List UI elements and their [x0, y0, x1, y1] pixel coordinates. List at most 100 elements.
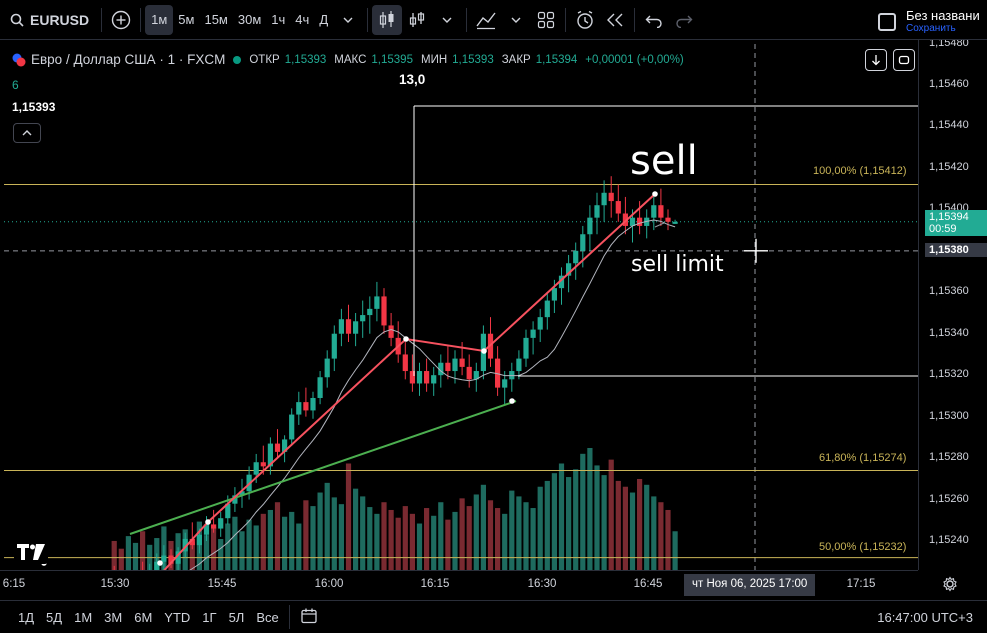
replay-button[interactable] [600, 5, 630, 35]
layout-save-link[interactable]: Сохранить [906, 23, 956, 34]
separator [634, 7, 636, 32]
alert-button[interactable] [570, 5, 600, 35]
candle-body [274, 443, 281, 452]
range-all[interactable]: Все [256, 609, 279, 625]
volume-bar [523, 502, 529, 570]
volume-bar [466, 506, 472, 570]
range-1d[interactable]: 1Д [18, 609, 35, 625]
candle-body [558, 275, 565, 289]
legend-open-value: 1,15393 [284, 53, 327, 66]
time-tick-label: 16:00 [314, 578, 344, 590]
fullscreen-button[interactable] [893, 49, 915, 71]
volume-bar [537, 486, 543, 570]
interval-1m[interactable]: 1м [145, 4, 174, 35]
undo-button[interactable] [639, 5, 669, 35]
range-6m[interactable]: 6М [134, 609, 153, 625]
sell-annotation[interactable]: sell [630, 138, 698, 184]
legend-title[interactable]: Евро / Доллар США · 1 · FXCM [31, 52, 226, 67]
candle-body [324, 358, 330, 378]
time-axis[interactable]: 17:15 16:45 16:30 16:15 16:00 15:45 15:30 6:15 … [0, 570, 918, 600]
candle-body [622, 213, 628, 226]
bars-icon [410, 11, 425, 27]
symbol-search[interactable]: EURUSD [0, 5, 97, 35]
candle-body [637, 217, 643, 226]
time-tick-label: 6:15 [2, 578, 26, 590]
candle-body [495, 358, 501, 388]
volume-bar [218, 539, 224, 570]
range-ytd[interactable]: YTD [164, 609, 191, 625]
chart-type-bars[interactable] [402, 5, 432, 35]
chart-legend: Евро / Доллар США · 1 · FXCM ОТКР 1,15393… [12, 52, 687, 67]
volume-bar [317, 492, 323, 570]
fib-level-100-label: 100,00% (1,15412) [813, 165, 907, 177]
chart-type-dropdown[interactable] [432, 5, 462, 35]
candle-body [601, 192, 607, 206]
candle-body [587, 217, 593, 235]
legend-collapse-button[interactable] [13, 123, 41, 143]
candle-body [182, 538, 188, 552]
green-trendline [129, 400, 517, 535]
range-1m[interactable]: 1М [74, 609, 93, 625]
indicators-icon [476, 12, 496, 29]
bar-countdown: 00:59 [929, 222, 957, 235]
range-5d[interactable]: 5Д [46, 609, 63, 625]
intervals-dropdown[interactable] [333, 5, 363, 35]
candle-body [168, 555, 174, 564]
indicators-dropdown[interactable] [501, 5, 531, 35]
cursor-price-badge: 1,15380 [925, 242, 987, 257]
chart-type-candles[interactable] [372, 4, 403, 35]
interval-1h[interactable]: 1ч [271, 12, 286, 27]
candle-body [416, 371, 423, 384]
volume-bar [615, 480, 621, 570]
compare-button[interactable] [106, 5, 136, 35]
volume-bar [424, 508, 430, 570]
legend-high-value: 1,15395 [371, 53, 413, 66]
undo-icon [645, 15, 662, 28]
volume-bar [587, 448, 593, 570]
utc-clock[interactable]: 16:47:00 UTC+3 [877, 610, 973, 625]
candle-body [473, 371, 479, 380]
volume-bar [267, 509, 273, 570]
interval-5m[interactable]: 5м [178, 12, 195, 27]
separator [565, 7, 567, 32]
range-3m[interactable]: 3М [104, 609, 123, 625]
candle-body [161, 555, 167, 562]
drawing-point [652, 191, 658, 197]
volume-bar [374, 513, 380, 570]
interval-1d[interactable]: Д [319, 12, 329, 27]
chart-pane[interactable] [4, 44, 918, 570]
range-1y[interactable]: 1Г [202, 609, 217, 625]
legend-low-label: МИН [420, 53, 448, 66]
price-axis[interactable]: 1,15480 1,15460 1,15440 1,15420 1,15400 1,153… [918, 40, 987, 570]
interval-30m[interactable]: 30м [237, 12, 262, 27]
volume-bar [558, 463, 565, 570]
range-5y[interactable]: 5Л [228, 609, 245, 625]
goto-date-button[interactable] [294, 607, 324, 628]
symbol-flag-icon [12, 53, 26, 66]
drawing-point [205, 519, 211, 525]
interval-4h[interactable]: 4ч [295, 12, 310, 27]
time-tick-label: 15:30 [100, 578, 130, 590]
volume-bar [665, 509, 671, 570]
chart-settings-button[interactable] [942, 576, 958, 597]
candle-body [196, 534, 202, 546]
volume-bar [452, 511, 458, 570]
templates-button[interactable] [531, 5, 561, 35]
candle-body [438, 362, 444, 376]
candle-body [203, 524, 210, 535]
candle-body [573, 250, 579, 264]
chevron-down-icon [442, 17, 452, 23]
volume-bar [289, 511, 295, 570]
layout-menu[interactable]: Без названи Сохранить [878, 8, 980, 34]
candle-body [651, 205, 657, 218]
indicators-button[interactable] [471, 5, 501, 35]
volume-bar [672, 531, 678, 570]
sell-limit-annotation[interactable]: sell limit [631, 252, 724, 277]
search-icon [10, 13, 24, 27]
replay-icon [607, 13, 623, 26]
price-tick-label: 1,15300 [929, 409, 969, 422]
redo-button[interactable] [669, 5, 699, 35]
interval-15m[interactable]: 15м [204, 12, 228, 27]
volume-layer [111, 448, 678, 570]
scroll-down-button[interactable] [865, 49, 887, 71]
